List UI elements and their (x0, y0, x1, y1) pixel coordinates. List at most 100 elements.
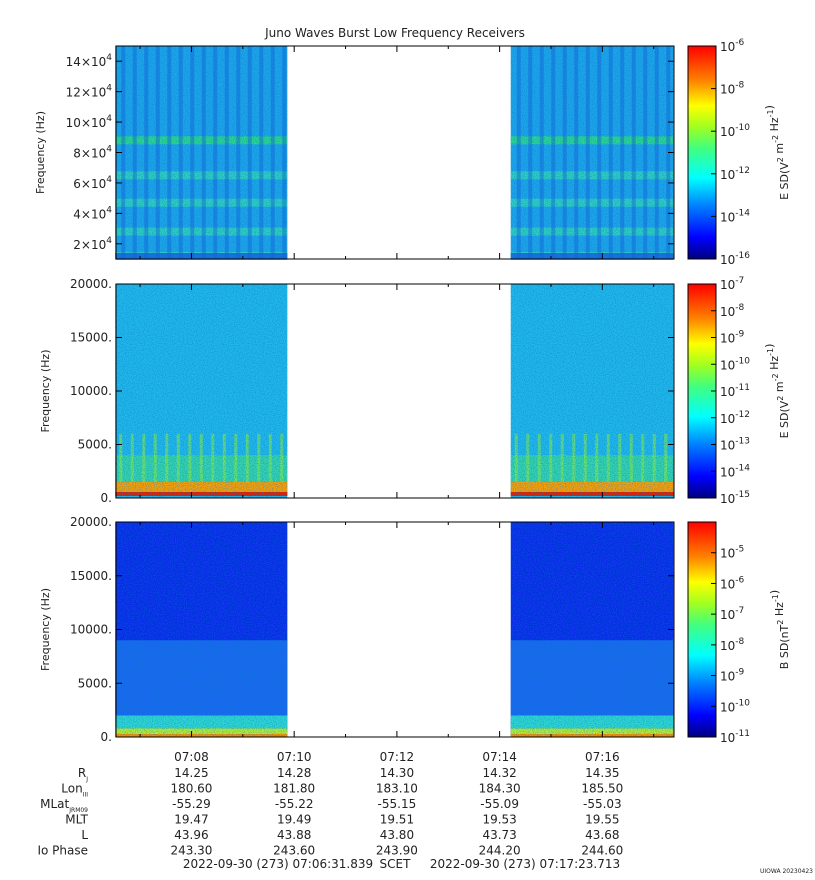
spectrogram-panel-3: 0. 5000. 10000. 15000. 20000. Frequency (Hz) 1… (39, 515, 791, 745)
y-tick-label: 4×104 (73, 205, 112, 221)
footer-end-time: 2022-09-30 (273) 07:17:23.713 (430, 857, 620, 871)
colorbar-tick-label: 10-7 (720, 276, 744, 292)
y-tick-label: 15000. (70, 331, 112, 345)
y-tick-label: 12×104 (66, 84, 113, 100)
ephemeris-value: -55.29 (172, 797, 211, 811)
colorbar (687, 521, 717, 738)
ephemeris-value: 19.55 (585, 813, 619, 827)
ephemeris-value: 14.32 (482, 766, 516, 780)
y-tick-label: 14×104 (66, 53, 113, 69)
y-axis-label: Frequency (Hz) (39, 350, 52, 433)
colorbar-tick-label: 10-6 (720, 38, 745, 54)
colorbar-tick-label: 10-14 (720, 463, 750, 479)
ephemeris-value: 43.68 (585, 828, 619, 842)
y-tick-label: 8×104 (73, 145, 112, 161)
y-tick-label: 20000. (70, 277, 112, 291)
ephemeris-value: 19.53 (482, 813, 516, 827)
ephemeris-value: 43.80 (380, 828, 414, 842)
noise-texture (115, 46, 288, 259)
ephemeris-value: 243.60 (273, 844, 315, 858)
y-tick-label: 20000. (70, 515, 112, 529)
colorbar-tick-label: 10-15 (720, 490, 750, 506)
ephemeris-table: RJ 14.25 14.28 14.30 14.32 14.35 LonIII 180.60 1… (37, 766, 623, 858)
y-axis-label: Frequency (Hz) (34, 111, 47, 194)
colorbar-tick-label: 10-7 (720, 606, 744, 622)
colorbar-tick-label: 10-10 (720, 123, 750, 139)
ephemeris-value: -55.22 (275, 797, 314, 811)
colorbar-tick-label: 10-12 (720, 410, 750, 426)
colorbar-tick-label: 10-8 (720, 637, 745, 653)
colorbar-tick-label: 10-9 (720, 330, 745, 346)
data-segment-1 (115, 522, 288, 737)
colorbar-tick-label: 10-10 (720, 698, 750, 714)
x-tick-label: 07:10 (277, 750, 312, 764)
ephemeris-value: 19.47 (174, 813, 208, 827)
ephemeris-label: Io Phase (37, 844, 88, 858)
y-tick-label: 6×104 (73, 175, 112, 191)
footer-scet: SCET (380, 857, 412, 871)
x-tick-label: 07:12 (380, 750, 415, 764)
data-segment-2 (510, 284, 674, 498)
ephemeris-value: 185.50 (581, 782, 623, 796)
colorbar-label: E SD(V2 m-2 Hz-1) (763, 105, 791, 200)
ephemeris-value: 43.73 (482, 828, 516, 842)
y-tick-label: 0. (101, 730, 112, 744)
footer-start-time: 2022-09-30 (273) 07:06:31.839 (183, 857, 373, 871)
colorbar-tick-label: 10-6 (720, 575, 745, 591)
y-tick-label: 10×104 (66, 114, 113, 130)
ephemeris-value: 184.30 (479, 782, 521, 796)
colorbar-label: B SD(nT2 Hz-1) (768, 590, 791, 669)
x-tick-label: 07:08 (174, 750, 209, 764)
colorbar-tick-label: 10-9 (720, 668, 745, 684)
figure-title: Juno Waves Burst Low Frequency Receivers (264, 26, 525, 40)
noise-texture (115, 284, 288, 498)
y-tick-label: 10000. (70, 384, 112, 398)
ephemeris-value: 19.49 (277, 813, 311, 827)
colorbar-label: E SD(V2 m-2 Hz-1) (763, 344, 791, 439)
ephemeris-label: L (81, 828, 88, 842)
ephemeris-value: 180.60 (170, 782, 212, 796)
ephemeris-value: 14.35 (585, 766, 619, 780)
noise-texture (510, 522, 674, 737)
x-tick-label: 07:16 (585, 750, 620, 764)
data-segment-2 (510, 46, 674, 260)
colorbar-tick-label: 10-14 (720, 208, 750, 224)
ephemeris-value: 43.96 (174, 828, 208, 842)
colorbar-tick-label: 10-11 (720, 729, 750, 745)
y-tick-label: 5000. (78, 438, 112, 452)
ephemeris-value: -55.15 (378, 797, 417, 811)
ephemeris-value: 244.60 (581, 844, 623, 858)
ephemeris-label: MLatJRM09 (40, 797, 88, 814)
data-segment-2 (510, 522, 674, 737)
ephemeris-value: -55.09 (480, 797, 519, 811)
colorbar-tick-label: 10-13 (720, 437, 750, 453)
ephemeris-value: 243.90 (376, 844, 418, 858)
ephemeris-label: RJ (78, 766, 88, 783)
noise-texture (510, 46, 674, 259)
ephemeris-value: 183.10 (376, 782, 418, 796)
ephemeris-value: 14.30 (380, 766, 414, 780)
ephemeris-value: 181.80 (273, 782, 315, 796)
data-segment-1 (115, 46, 288, 260)
colorbar-tick-label: 10-16 (720, 251, 750, 267)
ephemeris-value: 243.30 (170, 844, 212, 858)
colorbar (687, 45, 717, 260)
y-axis-label: Frequency (Hz) (39, 588, 52, 671)
ephemeris-value: 244.20 (479, 844, 521, 858)
ephemeris-label: LonIII (61, 782, 88, 799)
spectrogram-panel-2: 0. 5000. 10000. 15000. 20000. Frequency (Hz) 1… (39, 276, 791, 506)
ephemeris-value: -55.03 (583, 797, 622, 811)
y-tick-label: 10000. (70, 623, 112, 637)
ephemeris-label: MLT (65, 813, 88, 827)
data-segment-1 (115, 284, 288, 498)
colorbar-tick-label: 10-12 (720, 166, 750, 182)
y-tick-label: 15000. (70, 569, 112, 583)
noise-texture (115, 522, 288, 737)
spectrogram-panel-1: 2×104 4×104 6×104 8×104 10×104 12×104 14×104 Fr… (34, 38, 791, 267)
y-tick-label: 5000. (78, 676, 112, 690)
ephemeris-value: 14.25 (174, 766, 208, 780)
colorbar-tick-label: 10-8 (720, 81, 745, 97)
noise-texture (510, 284, 674, 498)
y-tick-label: 0. (101, 491, 112, 505)
